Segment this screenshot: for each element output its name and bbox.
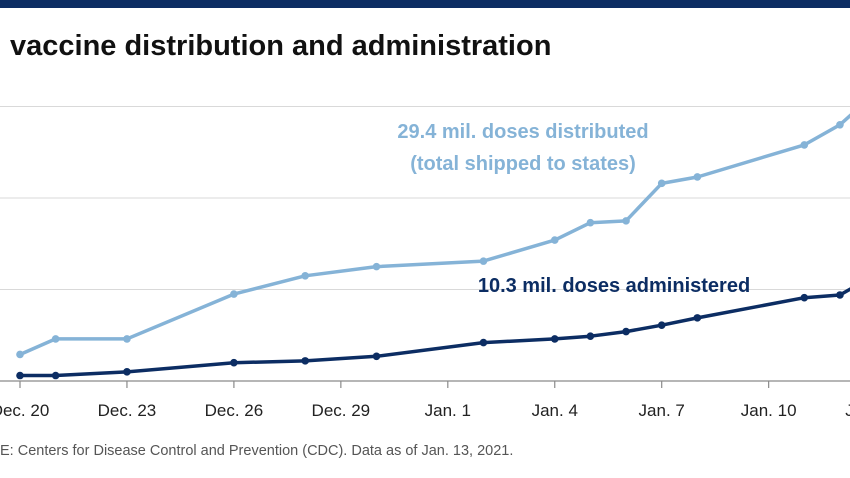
source-note: E: Centers for Disease Control and Preve… — [0, 443, 514, 459]
data-point-distributed — [51, 335, 60, 343]
data-point-distributed — [836, 121, 844, 129]
data-point-administered — [657, 321, 666, 329]
data-point-distributed — [800, 141, 809, 149]
x-axis: Dec. 20 Dec. 23 Dec. 26 Dec. 29 Jan. 1 Jan. 4… — [0, 380, 850, 420]
x-tick-label: Jan. 7 — [639, 401, 685, 420]
data-point-distributed — [550, 236, 559, 244]
data-point-distributed — [657, 179, 666, 188]
data-point-administered — [622, 327, 630, 336]
annotation-layer: 29.4 mil. doses distributed (total shippe… — [397, 121, 750, 297]
x-tick-label: Jan. 1 — [425, 401, 471, 420]
data-point-distributed — [586, 218, 595, 227]
annotation-distributed: (total shipped to states) — [410, 153, 636, 175]
data-point-distributed — [479, 257, 488, 265]
x-tick-label: Jan. 4 — [532, 401, 578, 420]
data-point-distributed — [693, 173, 702, 181]
data-point-administered — [479, 338, 488, 347]
x-tick-label: Dec. 29 — [312, 401, 371, 420]
annotation-distributed: 29.4 mil. doses distributed — [397, 121, 648, 143]
data-point-administered — [836, 291, 844, 299]
data-point-distributed — [372, 262, 381, 271]
chart-title: vaccine distribution and administration — [10, 30, 552, 62]
data-point-administered — [51, 371, 60, 380]
data-point-administered — [800, 293, 809, 302]
data-point-distributed — [16, 350, 24, 359]
data-point-administered — [693, 314, 702, 322]
series-layer — [16, 113, 850, 380]
data-point-distributed — [622, 217, 630, 225]
header-bar — [0, 0, 850, 8]
x-tick-label: Jan. 10 — [741, 401, 797, 420]
grid-lines — [0, 106, 850, 290]
data-point-administered — [301, 357, 310, 365]
data-point-distributed — [230, 290, 238, 298]
data-point-administered — [16, 371, 24, 380]
series-line-distributed — [18, 113, 850, 357]
data-point-administered — [550, 335, 559, 343]
x-tick-label: Ja — [845, 401, 850, 420]
x-tick-label: Dec. 26 — [205, 401, 264, 420]
data-point-administered — [123, 368, 131, 376]
annotation-administered: 10.3 mil. doses administered — [478, 275, 750, 297]
x-tick-label: Dec. 23 — [98, 401, 157, 420]
data-point-administered — [230, 358, 238, 367]
x-tick-label: Dec. 20 — [0, 401, 49, 420]
data-point-distributed — [123, 335, 131, 343]
data-point-distributed — [301, 271, 310, 280]
data-point-administered — [372, 352, 381, 361]
data-point-administered — [586, 332, 595, 340]
